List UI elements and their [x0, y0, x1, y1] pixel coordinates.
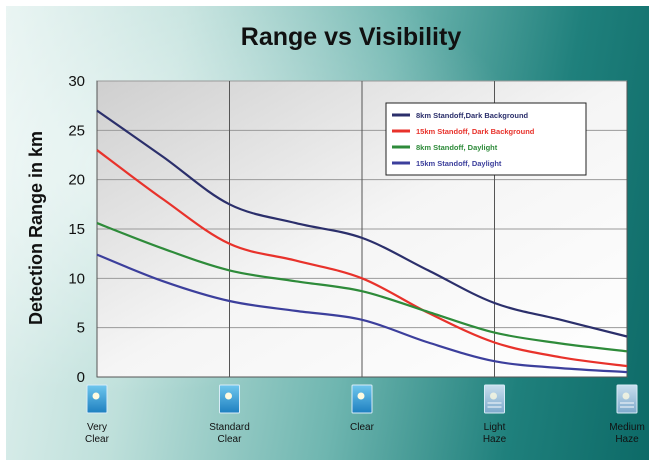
legend-entry: 15km Standoff, Daylight: [416, 159, 502, 168]
x-tick-labels: Very Clear Standard Clear Clear Light Haze Medi…: [85, 384, 645, 445]
y-axis-label: Detection Range in km: [26, 131, 46, 325]
series-line: [96, 253, 628, 374]
legend: 8km Standoff,Dark Background 15km Standof…: [385, 102, 587, 176]
weather-icon-light-haze: [484, 384, 505, 414]
legend-box: [385, 102, 587, 176]
series-line: [96, 109, 628, 338]
weather-icon-standard-clear: [219, 384, 240, 414]
legend-entry: 8km Standoff,Dark Background: [416, 111, 529, 120]
weather-icon-medium-haze: [616, 384, 638, 414]
x-tick-label: Clear: [350, 422, 375, 433]
y-tick-label: 5: [77, 320, 85, 337]
chart-title: Range vs Visibility: [241, 23, 462, 51]
y-tick-label: 20: [68, 172, 85, 189]
series-lines: [96, 109, 628, 374]
x-tick-label: Standard Clear: [209, 422, 250, 445]
y-tick-labels: 0 5 10 15 20 25 30: [68, 73, 85, 386]
y-tick-label: 30: [68, 73, 85, 90]
series-line: [96, 149, 628, 368]
weather-icon-very-clear: [86, 384, 108, 414]
y-tick-label: 0: [77, 369, 85, 386]
legend-entry: 15km Standoff, Dark Background: [416, 127, 535, 136]
y-tick-label: 25: [68, 122, 85, 139]
weather-icon-clear: [351, 384, 373, 414]
x-tick-label: Medium Haze: [609, 422, 645, 445]
x-tick-label: Light Haze: [483, 422, 507, 445]
y-tick-label: 10: [68, 270, 85, 287]
legend-entry: 8km Standoff, Daylight: [416, 143, 498, 152]
x-tick-label: Very Clear: [85, 422, 110, 445]
y-tick-label: 15: [68, 221, 85, 238]
series-line: [96, 222, 628, 353]
